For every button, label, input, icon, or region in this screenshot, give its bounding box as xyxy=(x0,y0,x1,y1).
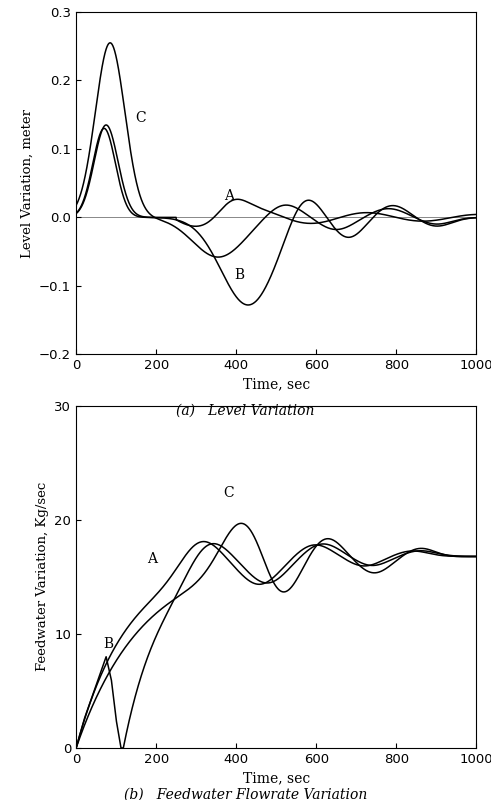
Text: C: C xyxy=(223,486,234,500)
Text: A: A xyxy=(224,190,234,203)
Text: C: C xyxy=(136,110,146,125)
Text: B: B xyxy=(103,637,113,650)
Text: (a)   Level Variation: (a) Level Variation xyxy=(176,404,315,418)
Text: A: A xyxy=(147,552,157,566)
Y-axis label: Level Variation, meter: Level Variation, meter xyxy=(21,109,33,258)
X-axis label: Time, sec: Time, sec xyxy=(243,771,310,786)
Text: B: B xyxy=(234,268,245,282)
Y-axis label: Feedwater Variation, Kg/sec: Feedwater Variation, Kg/sec xyxy=(36,482,49,671)
X-axis label: Time, sec: Time, sec xyxy=(243,378,310,392)
Text: (b)   Feedwater Flowrate Variation: (b) Feedwater Flowrate Variation xyxy=(124,788,367,800)
